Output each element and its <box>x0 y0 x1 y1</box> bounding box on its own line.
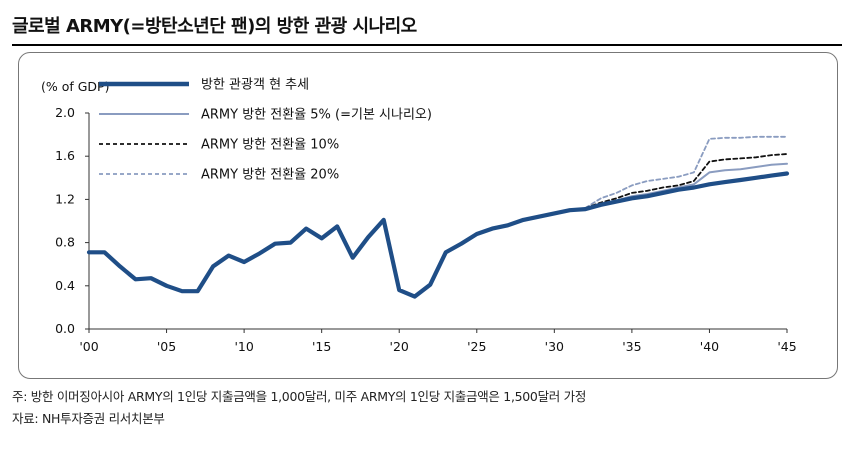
x-tick-label: '40 <box>700 339 719 354</box>
x-tick-label: '15 <box>312 339 331 354</box>
x-tick-label: '20 <box>390 339 409 354</box>
series-line <box>86 171 790 299</box>
legend-label: 방한 관광객 현 추세 <box>201 78 309 93</box>
legend-label: ARMY 방한 전환율 5% (=기본 시나리오) <box>201 108 432 123</box>
x-tick-label: '45 <box>777 339 796 354</box>
y-tick-label: 1.2 <box>55 191 75 206</box>
chart-title: 글로벌 ARMY(=방탄소년단 팬)의 방한 관광 시나리오 <box>12 16 417 37</box>
legend-label: ARMY 방한 전환율 20% <box>201 168 339 183</box>
y-tick-label: 0.4 <box>55 278 75 293</box>
legend-label: ARMY 방한 전환율 10% <box>201 138 339 153</box>
source-note: 자료: NH투자증권 리서치본부 <box>12 411 165 426</box>
y-tick-label: 1.6 <box>55 148 75 163</box>
chart-frame: (% of GDP) 0.0 0.4 0.8 1.2 1.6 2.0 '00 '05 '10 '15… <box>18 52 838 379</box>
x-tick-label: '05 <box>157 339 176 354</box>
y-axis-label: (% of GDP) <box>41 79 109 94</box>
line-chart: (% of GDP) 0.0 0.4 0.8 1.2 1.6 2.0 '00 '05 '10 '15… <box>41 78 797 355</box>
title-rule <box>12 44 842 46</box>
y-tick-label: 0.8 <box>55 235 75 250</box>
y-tick-label: 0.0 <box>55 321 75 336</box>
x-tick-label: '00 <box>79 339 98 354</box>
series-line <box>584 135 788 209</box>
series-line <box>584 153 788 209</box>
x-tick-label: '10 <box>234 339 253 354</box>
x-tick-label: '30 <box>545 339 564 354</box>
y-tick-label: 2.0 <box>55 105 75 120</box>
x-tick-label: '35 <box>622 339 641 354</box>
x-tick-label: '25 <box>467 339 486 354</box>
footnote: 주: 방한 이머징아시아 ARMY의 1인당 지출금액을 1,000달러, 미주… <box>12 389 587 404</box>
